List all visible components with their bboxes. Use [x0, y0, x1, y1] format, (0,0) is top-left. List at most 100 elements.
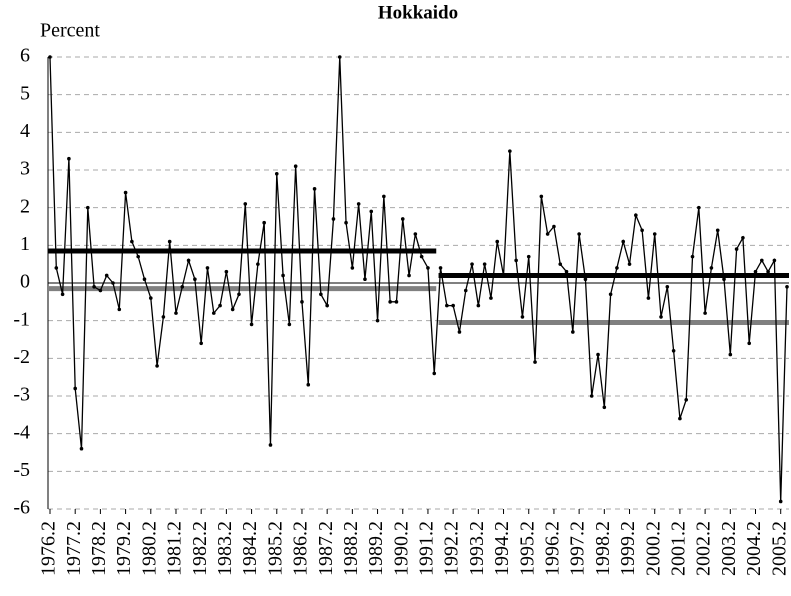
- data-point: [394, 300, 399, 304]
- data-point: [237, 292, 241, 297]
- y-tick-label: 1: [20, 233, 30, 255]
- data-point: [262, 220, 266, 225]
- x-tick-label: 1977.2: [63, 521, 85, 576]
- data-line: [49, 56, 788, 502]
- data-point: [760, 258, 764, 263]
- data-point: [287, 322, 292, 327]
- y-tick-label: 3: [20, 158, 30, 180]
- data-point: [495, 239, 500, 244]
- x-tick-label: 1995.2: [516, 521, 538, 576]
- data-point: [552, 224, 556, 229]
- data-point: [419, 254, 424, 259]
- data-point: [161, 315, 166, 319]
- data-point: [501, 273, 506, 278]
- data-point: [778, 499, 783, 504]
- data-point: [602, 405, 607, 410]
- data-point: [526, 254, 531, 259]
- data-point: [249, 322, 254, 327]
- data-point: [312, 187, 317, 191]
- x-tick-label: 1990.2: [390, 521, 412, 576]
- data-point: [652, 232, 657, 236]
- data-point: [224, 269, 229, 274]
- data-point: [747, 341, 752, 346]
- data-point: [130, 239, 134, 244]
- data-point: [167, 239, 172, 244]
- x-tick-label: 1987.2: [315, 521, 337, 576]
- y-tick-label: -2: [13, 346, 30, 368]
- x-tick-label: 1984.2: [239, 521, 261, 576]
- x-tick-label: 1979.2: [113, 521, 135, 576]
- y-tick-label: 6: [20, 45, 30, 67]
- data-point: [300, 300, 304, 304]
- data-point: [432, 371, 437, 376]
- x-tick-label: 1991.2: [416, 521, 438, 576]
- y-tick-label: 5: [20, 82, 30, 104]
- data-point: [564, 269, 569, 274]
- data-point: [741, 236, 745, 240]
- data-point: [684, 397, 689, 402]
- data-point: [79, 446, 84, 451]
- data-point: [407, 273, 411, 278]
- x-tick-label: 1996.2: [542, 521, 564, 576]
- data-point: [319, 292, 323, 297]
- data-point: [426, 266, 430, 270]
- data-point: [67, 156, 71, 161]
- data-point: [646, 296, 651, 300]
- x-tick-label: 1994.2: [491, 521, 513, 576]
- data-point: [451, 303, 455, 308]
- data-point: [520, 315, 525, 319]
- y-axis-label: Percent: [40, 20, 100, 42]
- data-point: [627, 262, 632, 266]
- data-point: [211, 311, 216, 315]
- data-point: [193, 277, 197, 282]
- data-point: [489, 296, 493, 300]
- x-tick-label: 1985.2: [264, 521, 286, 576]
- x-tick-label: 2001.2: [668, 521, 690, 576]
- data-point: [640, 228, 644, 233]
- y-tick-label: -1: [13, 308, 30, 330]
- data-point: [388, 300, 392, 304]
- x-tick-label: 1989.2: [365, 521, 387, 576]
- data-point: [104, 273, 109, 278]
- data-point: [356, 202, 361, 206]
- data-point: [382, 194, 386, 199]
- data-point: [54, 266, 59, 270]
- data-point: [256, 262, 260, 266]
- data-point: [728, 352, 733, 357]
- data-point: [470, 262, 474, 266]
- data-point: [772, 258, 777, 263]
- data-point: [92, 284, 96, 289]
- data-point: [577, 232, 581, 236]
- data-point: [281, 273, 285, 278]
- y-tick-label: 2: [20, 195, 30, 217]
- data-point: [571, 330, 575, 334]
- data-point: [369, 209, 374, 214]
- data-point: [148, 296, 153, 300]
- x-tick-label: 1982.2: [189, 521, 211, 576]
- data-point: [60, 292, 65, 297]
- data-point: [180, 284, 185, 289]
- data-point: [445, 303, 449, 308]
- data-point: [583, 277, 588, 282]
- data-point: [615, 266, 619, 270]
- data-point: [697, 205, 701, 210]
- data-point: [243, 202, 248, 206]
- data-point: [665, 284, 670, 289]
- data-point: [659, 315, 663, 319]
- data-point: [678, 416, 682, 421]
- data-point: [325, 303, 329, 308]
- data-point: [363, 277, 367, 282]
- y-tick-label: 4: [20, 120, 30, 142]
- x-tick-label: 1976.2: [38, 521, 60, 576]
- data-point: [482, 262, 487, 266]
- x-tick-label: 2004.2: [743, 521, 765, 576]
- data-point: [785, 284, 789, 289]
- x-tick-label: 1978.2: [88, 521, 110, 576]
- x-tick-label: 1992.2: [441, 521, 463, 576]
- chart-title: Hokkaido: [378, 2, 458, 23]
- data-point: [155, 364, 159, 368]
- x-tick-label: 1981.2: [164, 521, 186, 576]
- data-point: [753, 269, 758, 274]
- data-point: [117, 307, 122, 312]
